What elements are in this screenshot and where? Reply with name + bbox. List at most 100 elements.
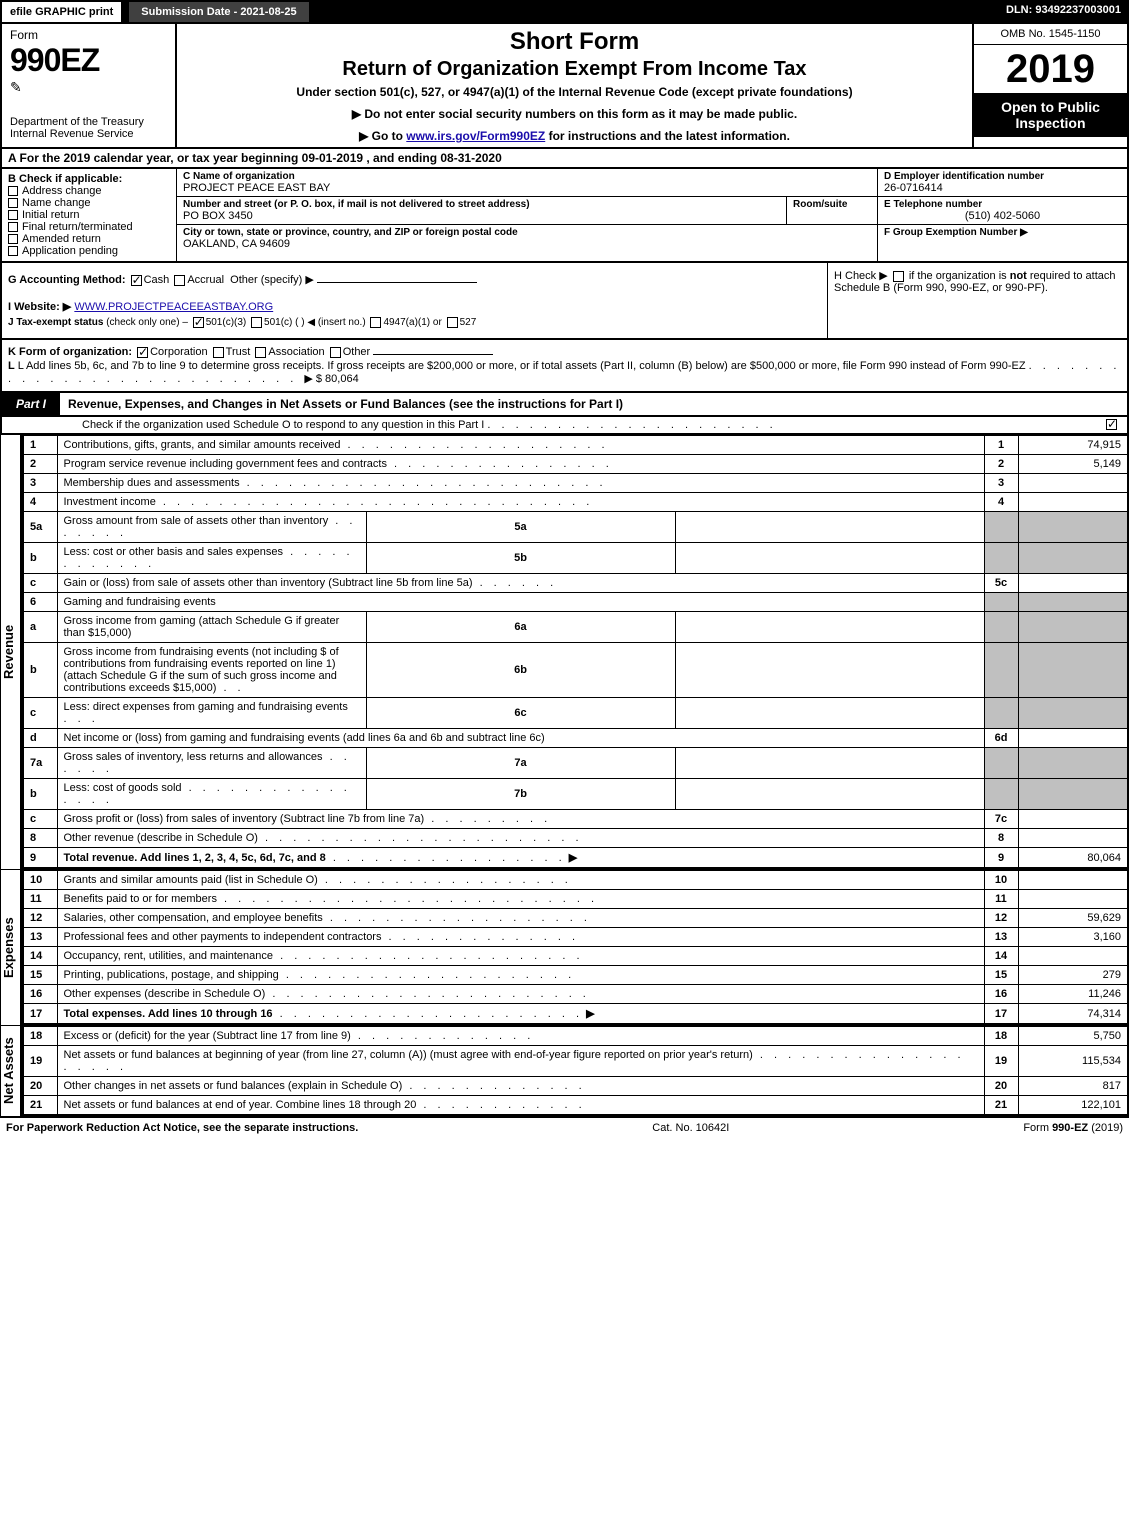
form-number: 990EZ — [10, 42, 167, 79]
tax-year: 2019 — [974, 45, 1127, 93]
expenses-table: 10Grants and similar amounts paid (list … — [22, 870, 1129, 1025]
grey-cell — [984, 643, 1018, 698]
website-link[interactable]: WWW.PROJECTPEACEEASTBAY.ORG — [74, 301, 273, 313]
table-row: 19Net assets or fund balances at beginni… — [23, 1046, 1128, 1077]
part-i-title: Revenue, Expenses, and Changes in Net As… — [60, 393, 1127, 415]
row-desc: Benefits paid to or for members — [64, 893, 217, 905]
chk-cash[interactable] — [131, 275, 142, 286]
chk-501c[interactable] — [251, 317, 262, 328]
row-desc: Contributions, gifts, grants, and simila… — [64, 439, 341, 451]
chk-accrual[interactable] — [174, 275, 185, 286]
row-amt: 59,629 — [1018, 909, 1128, 928]
chk-initial-return[interactable] — [8, 210, 18, 220]
chk-application-pending[interactable] — [8, 246, 18, 256]
row-num: 12 — [23, 909, 57, 928]
chk-final-return[interactable] — [8, 222, 18, 232]
goto-pre: ▶ Go to — [359, 129, 406, 143]
row-num: 14 — [23, 947, 57, 966]
line-h-pre: H Check ▶ — [834, 270, 888, 282]
chk-name-change[interactable] — [8, 198, 18, 208]
identification-block: B Check if applicable: Address change Na… — [0, 169, 1129, 263]
goto-note: ▶ Go to www.irs.gov/Form990EZ for instru… — [185, 129, 964, 143]
chk-4947[interactable] — [370, 317, 381, 328]
row-desc: Gain or (loss) from sale of assets other… — [64, 577, 473, 589]
lines-g-h-i-j: G Accounting Method: Cash Accrual Other … — [0, 263, 1129, 340]
table-row: 3Membership dues and assessments . . . .… — [23, 474, 1128, 493]
row-ref: 15 — [984, 966, 1018, 985]
table-row: bGross income from fundraising events (n… — [23, 643, 1128, 698]
row-amt — [1018, 729, 1128, 748]
table-row: 11Benefits paid to or for members . . . … — [23, 890, 1128, 909]
footer-right-pre: Form — [1023, 1122, 1052, 1134]
column-b-checkboxes: B Check if applicable: Address change Na… — [2, 169, 177, 261]
row-subamt — [675, 643, 984, 698]
line-i: I Website: ▶ WWW.PROJECTPEACEEASTBAY.ORG — [8, 300, 821, 313]
chk-527[interactable] — [447, 317, 458, 328]
chk-schedule-b[interactable] — [893, 271, 904, 282]
goto-link[interactable]: www.irs.gov/Form990EZ — [406, 129, 545, 143]
row-num: 1 — [23, 436, 57, 455]
row-amt: 74,314 — [1018, 1004, 1128, 1025]
opt-trust: Trust — [226, 346, 251, 358]
row-desc: Gross profit or (loss) from sales of inv… — [64, 813, 425, 825]
grey-cell — [1018, 779, 1128, 810]
line-g-label: G Accounting Method: — [8, 274, 126, 286]
chk-corporation[interactable] — [137, 347, 148, 358]
chk-address-change[interactable] — [8, 186, 18, 196]
row-ref: 13 — [984, 928, 1018, 947]
column-c-org-info: C Name of organization PROJECT PEACE EAS… — [177, 169, 877, 261]
table-row: 1 Contributions, gifts, grants, and simil… — [23, 436, 1128, 455]
title-short-form: Short Form — [185, 28, 964, 56]
row-amt: 279 — [1018, 966, 1128, 985]
opt-amended-return: Amended return — [22, 233, 101, 245]
row-ref: 5c — [984, 574, 1018, 593]
row-num: 5a — [23, 512, 57, 543]
chk-association[interactable] — [255, 347, 266, 358]
row-subamt — [675, 748, 984, 779]
table-row: 20Other changes in net assets or fund ba… — [23, 1077, 1128, 1096]
footer-catno: Cat. No. 10642I — [358, 1122, 1023, 1134]
subtitle: Under section 501(c), 527, or 4947(a)(1)… — [185, 85, 964, 99]
grey-cell — [984, 748, 1018, 779]
chk-trust[interactable] — [213, 347, 224, 358]
chk-other-org[interactable] — [330, 347, 341, 358]
ein-value: 26-0716414 — [884, 182, 1121, 194]
row-ref: 6d — [984, 729, 1018, 748]
table-row: bLess: cost of goods sold . . . . . . . … — [23, 779, 1128, 810]
row-desc: Less: cost or other basis and sales expe… — [64, 546, 284, 558]
row-desc: Total expenses. Add lines 10 through 16 — [64, 1008, 273, 1020]
opt-527: 527 — [460, 317, 477, 328]
chk-schedule-o[interactable] — [1106, 419, 1117, 430]
row-ref: 7c — [984, 810, 1018, 829]
table-row: cGain or (loss) from sale of assets othe… — [23, 574, 1128, 593]
row-desc: Other revenue (describe in Schedule O) — [64, 832, 258, 844]
row-ref: 3 — [984, 474, 1018, 493]
other-org-blank[interactable] — [373, 354, 493, 355]
tel-value: (510) 402-5060 — [884, 210, 1121, 222]
grey-cell — [1018, 543, 1128, 574]
row-num: b — [23, 543, 57, 574]
checknote-text: Check if the organization used Schedule … — [82, 419, 484, 431]
row-desc: Excess or (deficit) for the year (Subtra… — [64, 1030, 351, 1042]
table-row: b Less: cost or other basis and sales exp… — [23, 543, 1128, 574]
row-amt: 5,149 — [1018, 455, 1128, 474]
row-ref: 4 — [984, 493, 1018, 512]
opt-association: Association — [268, 346, 324, 358]
row-desc: Gross income from gaming (attach Schedul… — [64, 615, 340, 639]
line-l-text: L Add lines 5b, 6c, and 7b to line 9 to … — [18, 360, 1026, 372]
dept-treasury: Department of the Treasury — [10, 116, 167, 128]
table-row: 9Total revenue. Add lines 1, 2, 3, 4, 5c… — [23, 848, 1128, 869]
efile-label[interactable]: efile GRAPHIC print — [0, 0, 123, 24]
grey-cell — [1018, 512, 1128, 543]
line-j-label: J Tax-exempt status — [8, 317, 103, 328]
row-num: 19 — [23, 1046, 57, 1077]
chk-amended-return[interactable] — [8, 234, 18, 244]
row-num: 7a — [23, 748, 57, 779]
other-specify-blank[interactable] — [317, 282, 477, 283]
dots: . . . . . . . . . . . . . . . . . . . . … — [487, 419, 776, 431]
lines-k-l: K Form of organization: Corporation Trus… — [0, 340, 1129, 393]
footer-right-form: 990-EZ — [1052, 1122, 1088, 1134]
opt-application-pending: Application pending — [22, 245, 118, 257]
row-num: b — [23, 779, 57, 810]
chk-501c3[interactable] — [193, 317, 204, 328]
